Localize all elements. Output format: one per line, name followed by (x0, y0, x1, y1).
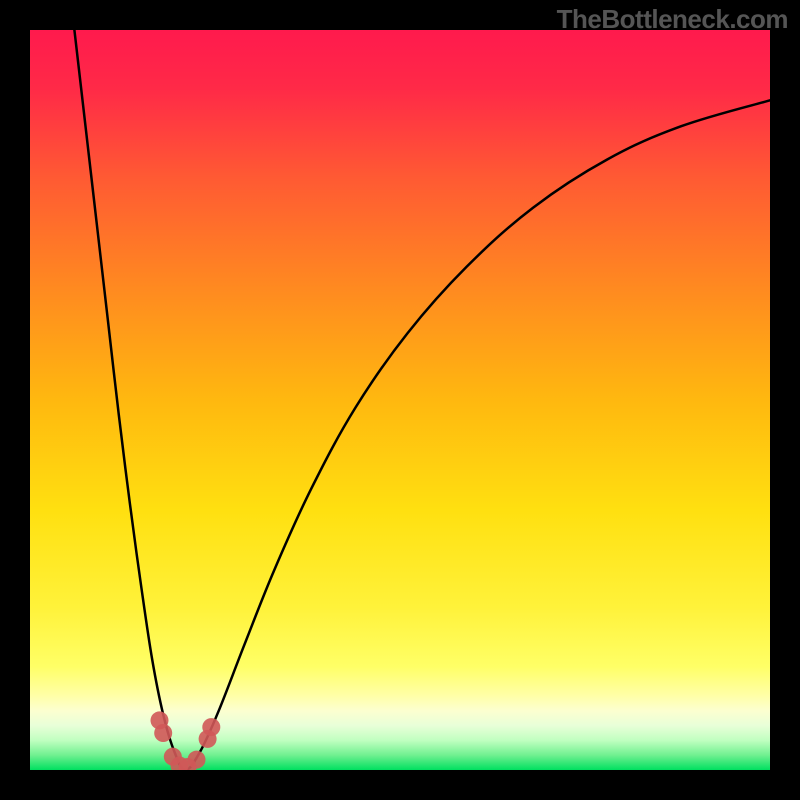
watermark-text: TheBottleneck.com (557, 4, 788, 35)
chart-container: TheBottleneck.com (0, 0, 800, 800)
chart-gradient-background (30, 30, 770, 770)
marker-point (154, 724, 172, 742)
marker-point (202, 718, 220, 736)
marker-point (188, 751, 206, 769)
bottleneck-chart (0, 0, 800, 800)
